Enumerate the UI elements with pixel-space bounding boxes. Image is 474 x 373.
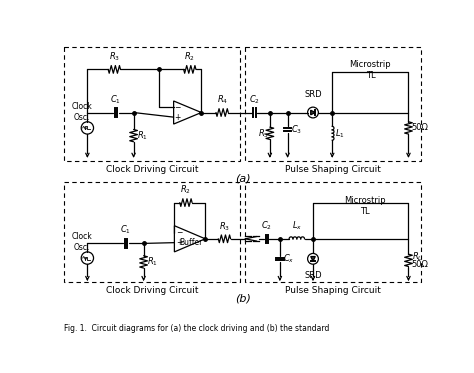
Text: Clock Driving Circuit: Clock Driving Circuit [106,165,198,174]
Polygon shape [310,257,315,261]
Text: $R_1$: $R_1$ [137,129,147,142]
Bar [64,47,240,161]
Text: +: + [174,113,181,122]
Text: $L_1$: $L_1$ [335,127,345,140]
Text: SRD: SRD [304,271,322,280]
Text: Microstrip
TL: Microstrip TL [349,60,391,79]
Text: +: + [176,238,182,247]
Text: Pulse Shaping Circuit: Pulse Shaping Circuit [285,286,381,295]
Text: Pulse Shaping Circuit: Pulse Shaping Circuit [285,165,381,174]
Text: $C_2$: $C_2$ [261,219,272,232]
Bar [64,182,240,282]
Text: (a): (a) [235,173,251,184]
Text: Clock
Osc.: Clock Osc. [72,232,92,252]
Text: $R_2$: $R_2$ [184,51,195,63]
Text: $R_5$: $R_5$ [258,127,269,140]
Text: SRD: SRD [304,90,322,100]
Text: Buffer: Buffer [180,238,203,247]
Text: $R_3$: $R_3$ [219,220,230,233]
Text: 50Ω: 50Ω [411,260,428,269]
Text: $R_L$: $R_L$ [411,250,422,263]
Text: $R_4$: $R_4$ [217,94,228,106]
Bar [245,182,421,282]
Text: Microstrip
TL: Microstrip TL [344,197,385,216]
Text: −: − [176,228,182,237]
Text: $R_2$: $R_2$ [181,184,191,197]
Text: $R_1$: $R_1$ [146,256,158,268]
Text: $C_2$: $C_2$ [249,93,260,106]
Text: (b): (b) [235,294,251,304]
Text: $C_x$: $C_x$ [283,253,294,265]
Text: $C_1$: $C_1$ [110,93,121,106]
Text: $R_3$: $R_3$ [109,51,120,63]
Text: Clock
Osc.: Clock Osc. [72,102,92,122]
Text: $L_x$: $L_x$ [292,219,302,232]
Bar [245,47,421,161]
Text: $C_1$: $C_1$ [120,224,131,236]
Text: Fig. 1.  Circuit diagrams for (a) the clock driving and (b) the standard: Fig. 1. Circuit diagrams for (a) the clo… [64,323,329,332]
Text: −: − [174,103,181,112]
Text: Clock Driving Circuit: Clock Driving Circuit [106,286,198,295]
Text: $C_3$: $C_3$ [291,123,302,136]
Polygon shape [310,110,315,115]
Text: 50Ω: 50Ω [411,123,428,132]
